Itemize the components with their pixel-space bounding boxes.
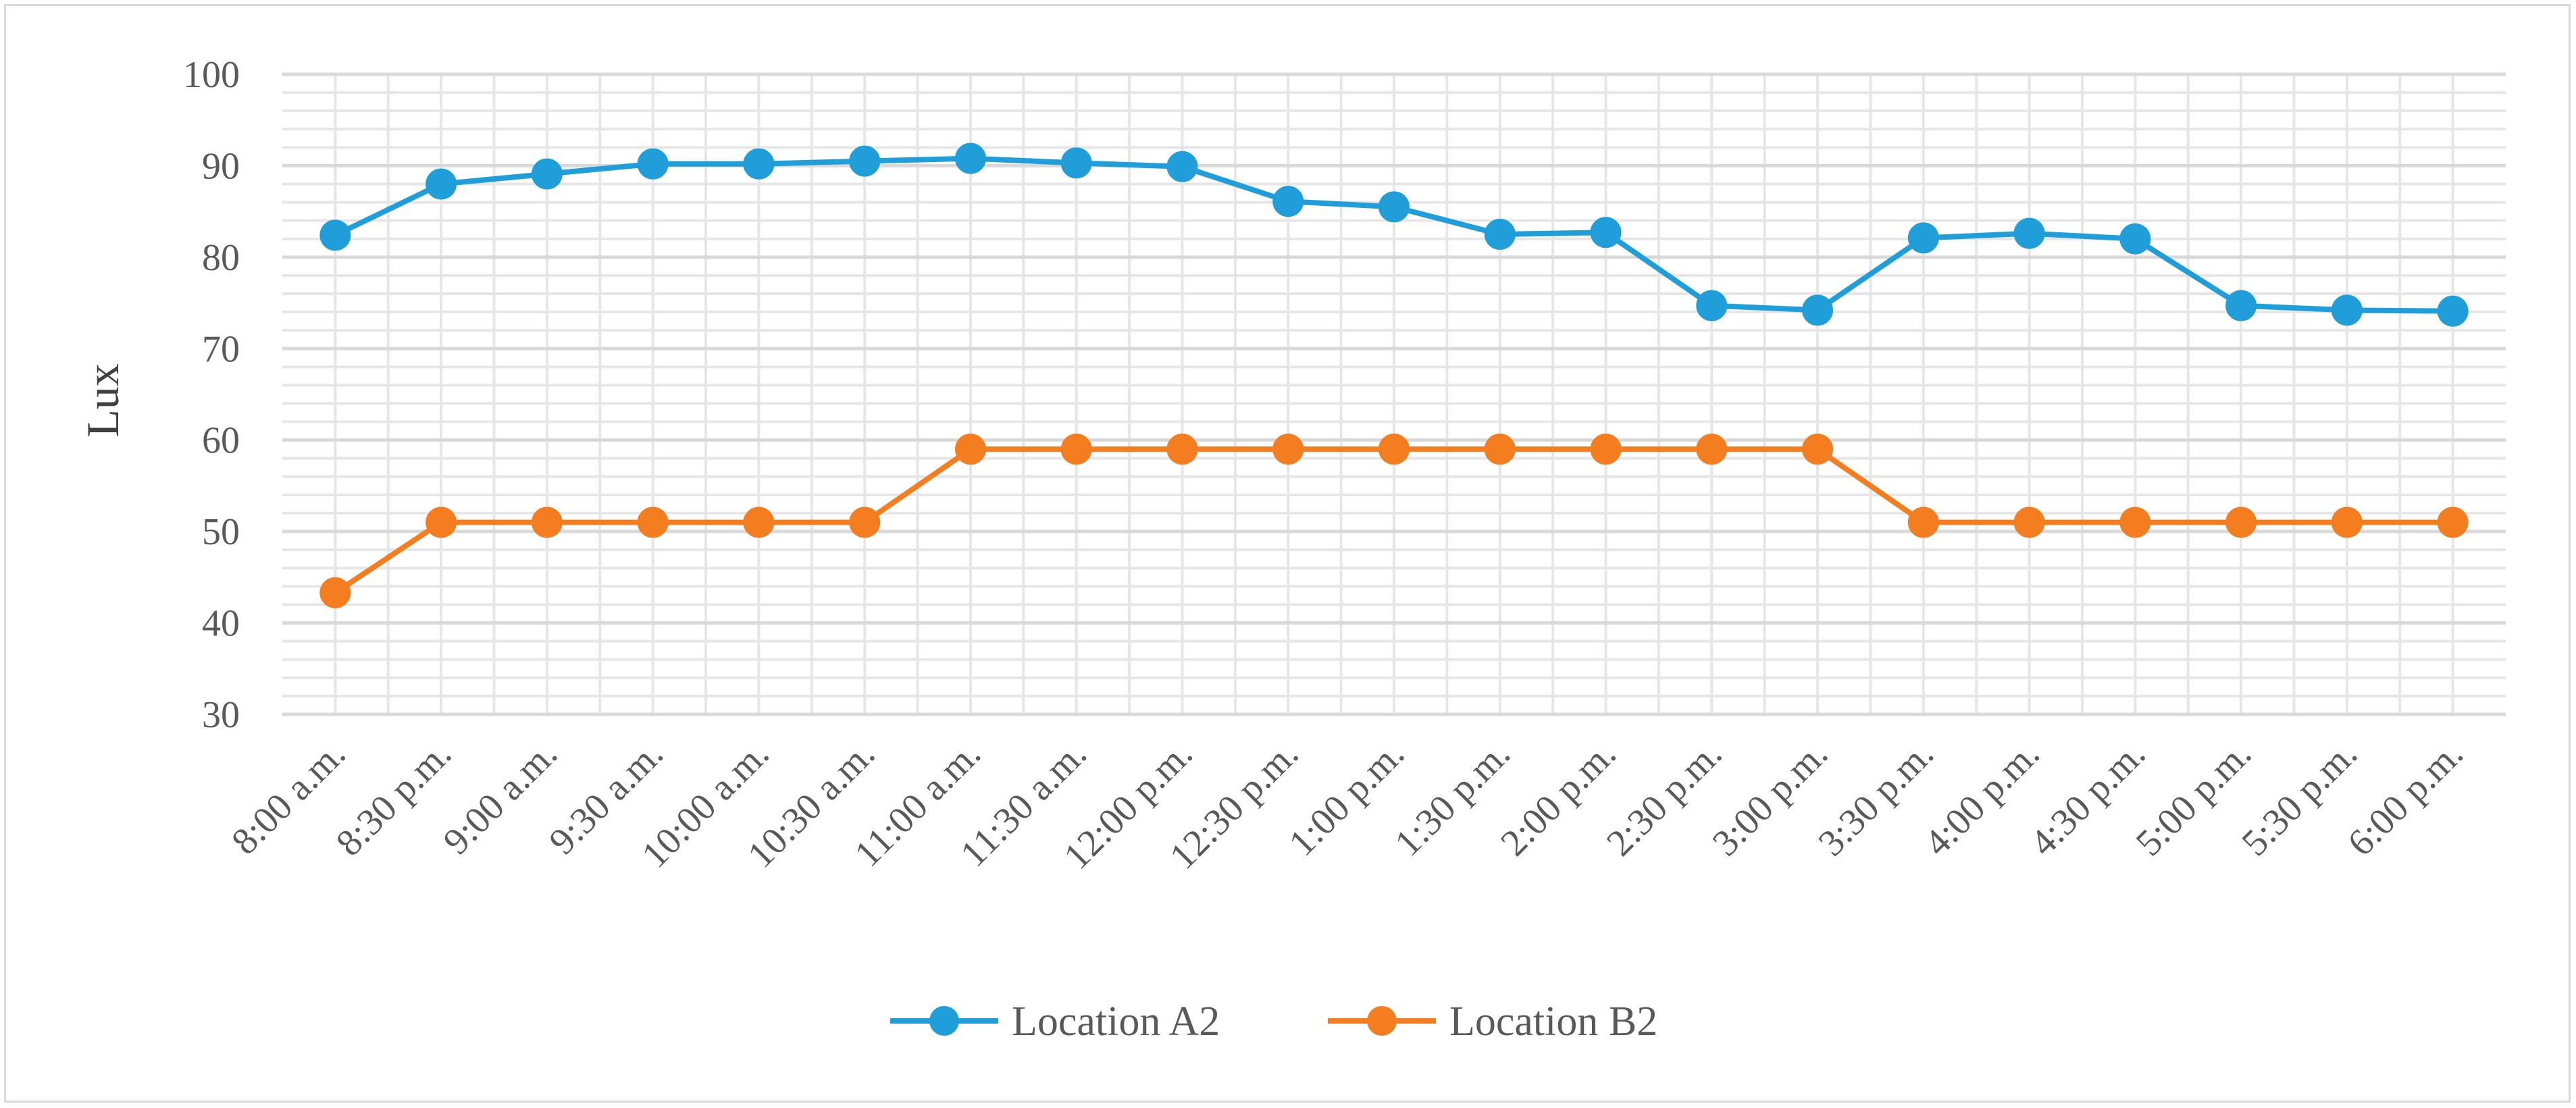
- data-point: [637, 148, 669, 180]
- y-tick-label: 30: [202, 694, 240, 736]
- x-tick-label: 8:00 a.m.: [224, 733, 353, 862]
- y-tick-label: 90: [202, 145, 240, 187]
- data-point: [426, 506, 457, 538]
- data-point: [2013, 217, 2045, 249]
- x-tick-label: 3:00 p.m.: [1705, 733, 1836, 864]
- data-point: [1696, 433, 1728, 465]
- data-point: [2119, 506, 2151, 538]
- data-point: [1272, 186, 1304, 217]
- legend-item: Location B2: [1328, 999, 1657, 1045]
- legend-item: Location A2: [890, 999, 1220, 1045]
- data-point: [1802, 294, 1834, 326]
- x-tick-label: 2:00 p.m.: [1493, 733, 1624, 864]
- legend-label: Location B2: [1449, 999, 1657, 1045]
- data-point: [531, 506, 563, 538]
- x-tick-label: 5:00 p.m.: [2128, 733, 2260, 864]
- series: [319, 142, 2469, 608]
- data-point: [2119, 223, 2151, 255]
- legend-marker: [1367, 1006, 1397, 1036]
- data-point: [2437, 295, 2469, 327]
- series-2: [319, 433, 2469, 608]
- x-tick-label: 2:30 p.m.: [1599, 733, 1730, 864]
- data-point: [743, 506, 775, 538]
- series-1: [319, 142, 2469, 327]
- data-point: [319, 219, 351, 251]
- data-point: [1166, 151, 1198, 182]
- legend-label: Location A2: [1012, 999, 1220, 1045]
- data-point: [531, 158, 563, 190]
- x-tick-label: 4:00 p.m.: [1916, 733, 2048, 864]
- data-point: [2225, 290, 2257, 321]
- legend-marker: [929, 1006, 959, 1036]
- legend: Location A2 Location B2: [890, 999, 1657, 1045]
- x-tick-labels: 8:00 a.m.8:30 p.m.9:00 a.m.9:30 a.m.10:0…: [224, 733, 2471, 877]
- y-axis-title: Lux: [77, 363, 128, 438]
- data-point: [2331, 294, 2363, 326]
- y-tick-label: 60: [202, 420, 240, 462]
- data-point: [637, 506, 669, 538]
- y-tick-label: 80: [202, 237, 240, 279]
- data-point: [2225, 506, 2257, 538]
- data-point: [1590, 217, 1622, 248]
- data-point: [2331, 506, 2363, 538]
- data-point: [1590, 433, 1622, 465]
- y-tick-label: 100: [183, 54, 240, 96]
- data-point: [1166, 433, 1198, 465]
- grid: [282, 72, 2506, 716]
- y-tick-labels: 30 40 50 60 70 80 90 100: [183, 54, 240, 736]
- y-tick-label: 50: [202, 511, 240, 553]
- data-point: [2437, 506, 2469, 538]
- data-point: [1379, 191, 1410, 223]
- x-tick-label: 9:00 a.m.: [436, 733, 565, 862]
- y-tick-label: 40: [202, 603, 240, 645]
- data-point: [1802, 433, 1834, 465]
- x-tick-label: 6:00 p.m.: [2340, 733, 2471, 864]
- data-point: [1484, 219, 1516, 250]
- data-point: [1379, 433, 1410, 465]
- x-tick-label: 1:00 p.m.: [1281, 733, 1413, 864]
- data-point: [319, 577, 351, 608]
- data-point: [849, 145, 881, 177]
- x-tick-label: 8:30 p.m.: [328, 733, 460, 864]
- data-point: [1060, 147, 1092, 179]
- data-point: [2013, 506, 2045, 538]
- data-point: [1484, 433, 1516, 465]
- data-point: [1272, 433, 1304, 465]
- x-tick-label: 1:30 p.m.: [1387, 733, 1518, 864]
- data-point: [1907, 506, 1939, 538]
- y-tick-label: 70: [202, 328, 240, 370]
- x-tick-label: 5:30 p.m.: [2234, 733, 2366, 864]
- data-point: [849, 506, 881, 538]
- data-point: [954, 142, 986, 174]
- x-tick-label: 3:30 p.m.: [1810, 733, 1942, 864]
- data-point: [426, 168, 457, 200]
- data-point: [1696, 290, 1728, 321]
- data-point: [743, 148, 775, 180]
- data-point: [954, 433, 986, 465]
- data-point: [1060, 433, 1092, 465]
- data-point: [1907, 222, 1939, 254]
- x-tick-label: 4:30 p.m.: [2022, 733, 2154, 864]
